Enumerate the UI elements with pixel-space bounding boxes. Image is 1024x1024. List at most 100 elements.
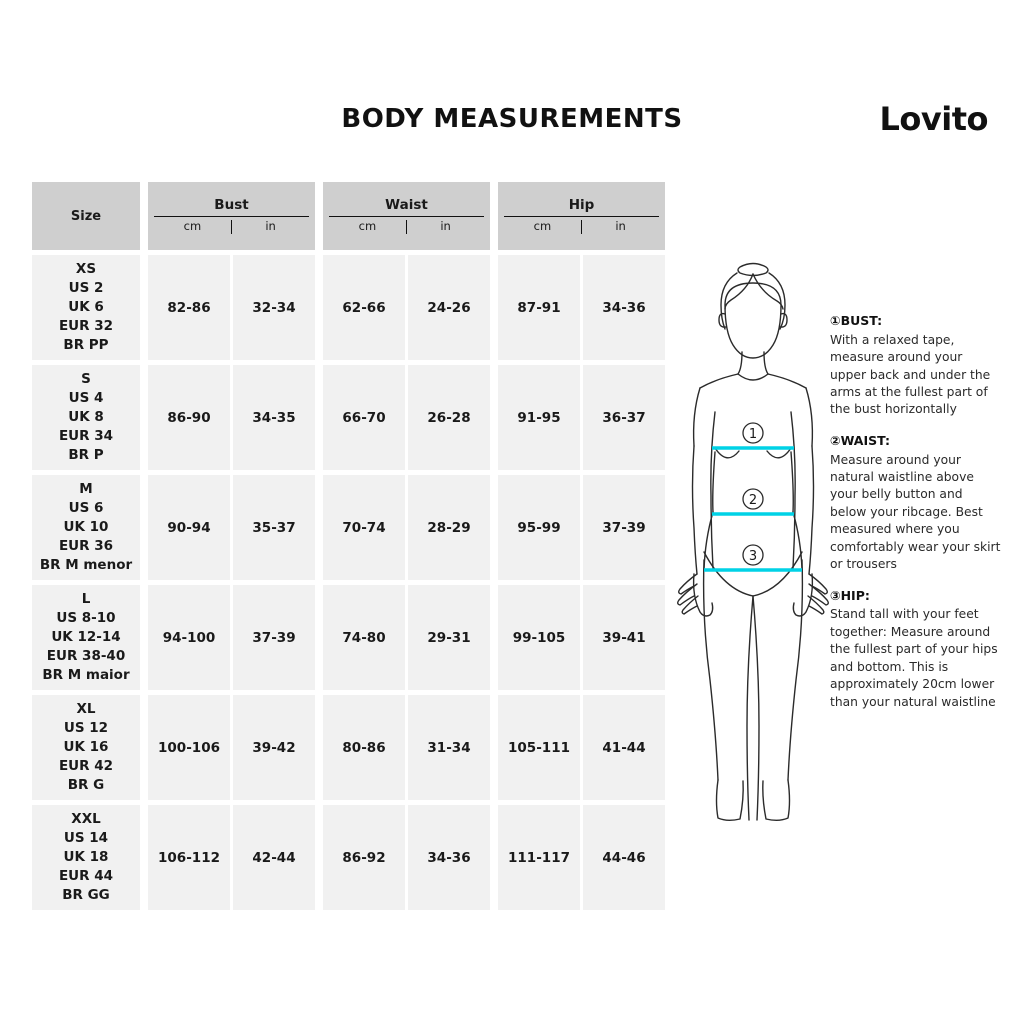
column-header-size: Size — [32, 182, 140, 250]
cell-waist-cm: 86-92 — [323, 805, 405, 910]
column-gap — [315, 182, 323, 250]
cell-waist-in: 31-34 — [408, 695, 490, 800]
cell-size: XL US 12 UK 16 EUR 42 BR G — [32, 695, 140, 800]
unit-hip-in: in — [615, 219, 626, 234]
cell-size: L US 8-10 UK 12-14 EUR 38-40 BR M maior — [32, 585, 140, 690]
unit-bust-in: in — [265, 219, 276, 234]
cell-size: M US 6 UK 10 EUR 36 BR M menor — [32, 475, 140, 580]
female-body-figure: 1 2 3 — [668, 252, 838, 832]
column-gap — [490, 475, 498, 580]
column-gap — [315, 255, 323, 360]
cell-size: S US 4 UK 8 EUR 34 BR P — [32, 365, 140, 470]
marker-bust-label: 1 — [749, 427, 757, 442]
size-line: UK 8 — [68, 408, 104, 425]
cell-bust-in: 37-39 — [233, 585, 315, 690]
size-line: EUR 34 — [58, 428, 114, 445]
size-line: UK 16 — [63, 738, 109, 755]
unit-bust-cm: cm — [183, 219, 202, 234]
hair-bun-icon — [737, 262, 769, 277]
page-title: BODY MEASUREMENTS — [341, 104, 683, 134]
cell-waist-cm: 80-86 — [323, 695, 405, 800]
size-line: EUR 38-40 — [46, 648, 126, 665]
column-gap — [315, 475, 323, 580]
collarbone — [737, 373, 769, 381]
unit-row-bust: cm in — [154, 219, 309, 234]
table-body: XS US 2 UK 6 EUR 32 BR PP 82-86 32-34 62-66 24-2… — [32, 255, 665, 915]
column-gap — [490, 695, 498, 800]
size-line: BR PP — [63, 337, 109, 354]
size-line: EUR 42 — [58, 758, 114, 775]
column-header-bust: Bust cm in — [148, 182, 315, 250]
column-gap — [140, 475, 148, 580]
cell-waist-in: 26-28 — [408, 365, 490, 470]
size-line: M — [79, 480, 93, 497]
cell-bust-cm: 86-90 — [148, 365, 230, 470]
size-line: US 8-10 — [56, 609, 116, 626]
cell-hip-in: 37-39 — [583, 475, 665, 580]
size-line: BR G — [67, 777, 105, 794]
brand-logo: Lovito — [879, 100, 989, 138]
cell-waist-in: 24-26 — [408, 255, 490, 360]
unit-divider — [230, 219, 233, 234]
marker-hip-label: 3 — [749, 549, 757, 564]
cell-hip-cm: 91-95 — [498, 365, 580, 470]
cell-hip-cm: 87-91 — [498, 255, 580, 360]
instruction-waist: ②WAIST: Measure around your natural wais… — [830, 433, 1002, 574]
cell-hip-cm: 95-99 — [498, 475, 580, 580]
cell-hip-in: 34-36 — [583, 255, 665, 360]
size-line: BR M maior — [42, 667, 130, 684]
marker-waist-label: 2 — [749, 493, 757, 508]
cell-hip-in: 41-44 — [583, 695, 665, 800]
size-line: EUR 32 — [58, 318, 114, 335]
size-line: EUR 36 — [58, 538, 114, 555]
size-line: UK 6 — [68, 298, 104, 315]
group-rule — [329, 215, 484, 218]
cell-bust-in: 35-37 — [233, 475, 315, 580]
size-line: US 6 — [68, 499, 104, 516]
cell-bust-in: 32-34 — [233, 255, 315, 360]
column-gap — [140, 695, 148, 800]
group-label-hip: Hip — [568, 196, 595, 213]
cell-hip-in: 36-37 — [583, 365, 665, 470]
marker-bust: 1 — [742, 422, 764, 444]
cell-size: XS US 2 UK 6 EUR 32 BR PP — [32, 255, 140, 360]
cell-waist-cm: 62-66 — [323, 255, 405, 360]
unit-hip-cm: cm — [533, 219, 552, 234]
size-line: UK 12-14 — [51, 628, 121, 645]
column-gap — [490, 365, 498, 470]
cell-bust-in: 39-42 — [233, 695, 315, 800]
figure-outline — [677, 262, 829, 821]
cell-waist-in: 28-29 — [408, 475, 490, 580]
marker-waist: 2 — [742, 488, 764, 510]
size-line: US 12 — [63, 719, 109, 736]
table-row: XXL US 14 UK 18 EUR 44 BR GG 106-112 42-44 86-9… — [32, 805, 665, 910]
body-figure-svg: 1 2 3 — [677, 262, 829, 821]
size-line: XL — [76, 700, 96, 717]
size-line: XXL — [71, 810, 101, 827]
table-row: XS US 2 UK 6 EUR 32 BR PP 82-86 32-34 62-66 24-2… — [32, 255, 665, 360]
bust-curve-right — [766, 447, 792, 459]
table-row: S US 4 UK 8 EUR 34 BR P 86-90 34-35 66-70 26-28 9… — [32, 365, 665, 470]
column-gap — [315, 805, 323, 910]
column-gap — [140, 585, 148, 690]
cell-hip-in: 39-41 — [583, 585, 665, 690]
instruction-waist-heading: ②WAIST: — [830, 432, 890, 448]
table-row: XL US 12 UK 16 EUR 42 BR G 100-106 39-42 80-86 3… — [32, 695, 665, 800]
group-rule — [504, 215, 659, 218]
instruction-waist-body: Measure around your natural waistline ab… — [830, 452, 1001, 572]
instruction-hip-heading: ③HIP: — [830, 587, 870, 603]
instruction-bust: ①BUST: With a relaxed tape, measure arou… — [830, 313, 1002, 419]
unit-waist-cm: cm — [358, 219, 377, 234]
cell-bust-in: 42-44 — [233, 805, 315, 910]
size-line: XS — [75, 260, 97, 277]
cell-hip-cm: 105-111 — [498, 695, 580, 800]
size-line: BR M menor — [39, 557, 133, 574]
cell-bust-cm: 100-106 — [148, 695, 230, 800]
unit-waist-in: in — [440, 219, 451, 234]
column-gap — [490, 805, 498, 910]
cell-hip-cm: 111-117 — [498, 805, 580, 910]
cell-waist-cm: 74-80 — [323, 585, 405, 690]
instruction-hip: ③HIP: Stand tall with your feet together… — [830, 588, 1002, 711]
marker-hip: 3 — [742, 544, 764, 566]
cell-bust-cm: 90-94 — [148, 475, 230, 580]
